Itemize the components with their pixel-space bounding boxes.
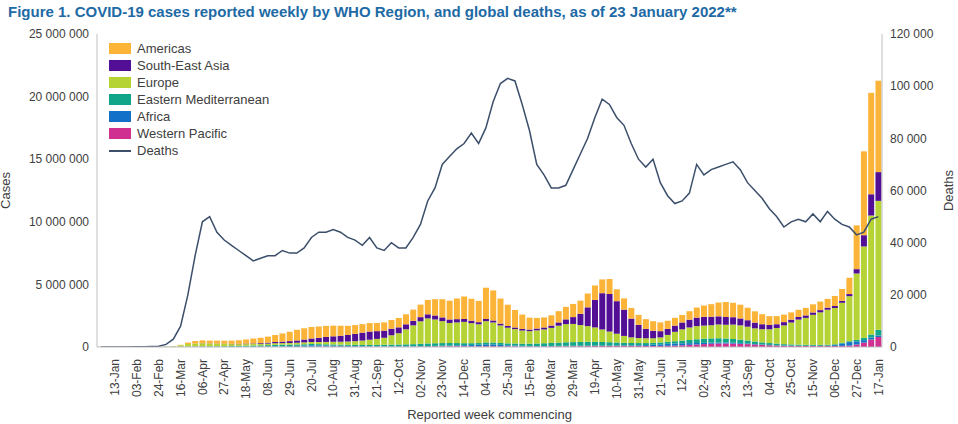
svg-text:27-Apr: 27-Apr bbox=[217, 359, 231, 395]
svg-text:60 000: 60 000 bbox=[890, 184, 927, 198]
svg-text:15-Feb: 15-Feb bbox=[523, 359, 537, 397]
svg-text:08-Jun: 08-Jun bbox=[261, 359, 275, 396]
svg-text:10-May: 10-May bbox=[610, 359, 624, 399]
svg-text:15 000 000: 15 000 000 bbox=[29, 152, 89, 166]
svg-text:18-May: 18-May bbox=[239, 359, 253, 399]
svg-text:15-Nov: 15-Nov bbox=[806, 359, 820, 398]
svg-text:27-Dec: 27-Dec bbox=[850, 359, 864, 398]
svg-text:0: 0 bbox=[890, 340, 897, 354]
svg-text:29-Jun: 29-Jun bbox=[283, 359, 297, 396]
svg-text:16-Mar: 16-Mar bbox=[174, 359, 188, 397]
svg-text:02-Nov: 02-Nov bbox=[414, 359, 428, 398]
svg-text:12-Jul: 12-Jul bbox=[675, 359, 689, 392]
html-text:Africa: Africa bbox=[137, 109, 171, 124]
svg-text:20-Jul: 20-Jul bbox=[305, 359, 319, 392]
svg-text:06-Dec: 06-Dec bbox=[828, 359, 842, 398]
svg-text:12-Oct: 12-Oct bbox=[392, 358, 406, 395]
svg-text:06-Apr: 06-Apr bbox=[196, 359, 210, 395]
svg-text:14-Dec: 14-Dec bbox=[457, 359, 471, 398]
svg-text:80 000: 80 000 bbox=[890, 132, 927, 146]
svg-text:10 000 000: 10 000 000 bbox=[29, 215, 89, 229]
html-text:Americas: Americas bbox=[137, 41, 192, 56]
svg-text:04-Oct: 04-Oct bbox=[763, 358, 777, 395]
svg-text:17-Jan: 17-Jan bbox=[872, 359, 886, 396]
svg-text:25-Jan: 25-Jan bbox=[501, 359, 515, 396]
svg-text:25 000 000: 25 000 000 bbox=[29, 27, 89, 41]
svg-text:19-Apr: 19-Apr bbox=[588, 359, 602, 395]
html-text:Eastern Mediterranean: Eastern Mediterranean bbox=[137, 92, 270, 107]
html-text:Deaths: Deaths bbox=[137, 143, 179, 158]
svg-text:24-Feb: 24-Feb bbox=[152, 359, 166, 397]
svg-text:10-Aug: 10-Aug bbox=[326, 359, 340, 398]
svg-text:29-Mar: 29-Mar bbox=[566, 359, 580, 397]
svg-text:31-May: 31-May bbox=[632, 359, 646, 399]
svg-text:31-Aug: 31-Aug bbox=[348, 359, 362, 398]
svg-text:25-Oct: 25-Oct bbox=[784, 358, 798, 395]
svg-text:100 000: 100 000 bbox=[890, 79, 934, 93]
html-text:South-East Asia: South-East Asia bbox=[137, 58, 230, 73]
svg-text:Cases: Cases bbox=[8, 172, 13, 209]
svg-text:21-Sep: 21-Sep bbox=[370, 359, 384, 398]
svg-text:03-Feb: 03-Feb bbox=[130, 359, 144, 397]
svg-text:Reported week commencing: Reported week commencing bbox=[407, 407, 572, 422]
svg-text:20 000: 20 000 bbox=[890, 288, 927, 302]
svg-text:13-Sep: 13-Sep bbox=[741, 359, 755, 398]
html-text:Figure 1. COVID-19 cases repor: Figure 1. COVID-19 cases reported weekly… bbox=[8, 3, 737, 20]
svg-text:23-Nov: 23-Nov bbox=[435, 359, 449, 398]
svg-text:0: 0 bbox=[82, 340, 89, 354]
svg-text:20 000 000: 20 000 000 bbox=[29, 90, 89, 104]
svg-text:Deaths: Deaths bbox=[941, 169, 950, 211]
svg-text:21-Jun: 21-Jun bbox=[654, 359, 668, 396]
svg-text:23-Aug: 23-Aug bbox=[719, 359, 733, 398]
svg-text:13-Jan: 13-Jan bbox=[108, 359, 122, 396]
svg-text:08-Mar: 08-Mar bbox=[544, 359, 558, 397]
html-text:Western Pacific: Western Pacific bbox=[137, 126, 228, 141]
svg-text:02-Aug: 02-Aug bbox=[697, 359, 711, 398]
svg-text:40 000: 40 000 bbox=[890, 236, 927, 250]
svg-text:04-Jan: 04-Jan bbox=[479, 359, 493, 396]
svg-text:5 000 000: 5 000 000 bbox=[36, 278, 90, 292]
html-text:Europe: Europe bbox=[137, 75, 179, 90]
svg-text:120 000: 120 000 bbox=[890, 27, 934, 41]
